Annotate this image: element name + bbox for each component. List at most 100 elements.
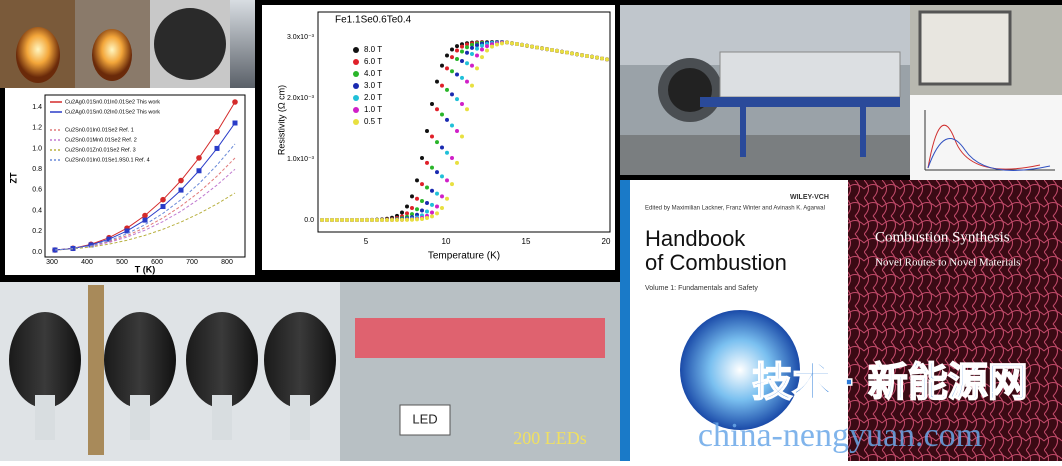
curve-marker (395, 218, 399, 222)
x-tick-label: 10 (442, 237, 451, 246)
curve-marker (445, 118, 449, 122)
curve-marker (465, 107, 469, 111)
curve-marker (450, 182, 454, 186)
curve-marker (430, 102, 434, 106)
legend-label: 0.5 T (364, 117, 382, 126)
curve-marker (430, 203, 434, 207)
y-tick-label: 0.4 (32, 207, 42, 214)
curve-marker (380, 218, 384, 222)
curve-marker (470, 52, 474, 56)
curve-marker (375, 218, 379, 222)
rho-title: Fe1.1Se0.6Te0.4 (335, 15, 412, 26)
curve-marker (470, 46, 474, 50)
curve-marker (430, 211, 434, 215)
curve-marker (460, 102, 464, 106)
curve-marker (450, 92, 454, 96)
curve-marker (560, 50, 564, 54)
curve-marker (440, 113, 444, 117)
curve-marker (460, 76, 464, 80)
curve-marker (450, 55, 454, 59)
rho-x-label: Temperature (K) (428, 251, 500, 262)
curve-marker (445, 88, 449, 92)
curve-marker (445, 66, 449, 70)
curve-marker (600, 56, 604, 60)
curve-marker (420, 208, 424, 212)
rho-chart-bg (262, 5, 615, 270)
legend-marker (353, 47, 359, 53)
curve-marker (445, 151, 449, 155)
curve-marker (400, 218, 404, 222)
curve-marker (545, 47, 549, 51)
curve-marker (450, 123, 454, 127)
curve-marker (475, 43, 479, 47)
x-tick-label: 500 (116, 259, 128, 266)
curve-marker (435, 192, 439, 196)
curve-marker (555, 49, 559, 53)
book-editors: Edited by Maximilian Lackner, Franz Wint… (645, 206, 825, 212)
curve-marker (410, 218, 414, 222)
curve-marker (440, 84, 444, 88)
curve-marker (455, 161, 459, 165)
curve-marker (405, 204, 409, 208)
curve-marker (540, 46, 544, 50)
led-sign: LED (412, 411, 437, 426)
curve-marker (575, 52, 579, 56)
curve-marker (415, 197, 419, 201)
curve-marker (440, 206, 444, 210)
legend-marker (353, 83, 359, 89)
legend-marker (353, 119, 359, 125)
curve-marker (355, 218, 359, 222)
legend-label: Cu2Ag0.01Sn0.02In0.01Se2 This work (65, 109, 160, 115)
curve-marker (410, 194, 414, 198)
curve-marker (345, 218, 349, 222)
legend-label: Cu2Ag0.01Sn0.01In0.01Se2 This work (65, 99, 160, 105)
curve-marker (415, 217, 419, 221)
curve-marker (455, 72, 459, 76)
photo-small-chart (910, 95, 1062, 180)
legend-marker (353, 107, 359, 113)
curve-marker (330, 218, 334, 222)
curve-marker (360, 218, 364, 222)
photo-dish (910, 5, 1062, 95)
legend-label: 2.0 T (364, 93, 382, 102)
legend-label: 1.0 T (364, 105, 382, 114)
curve-marker (550, 48, 554, 52)
curve-marker (485, 48, 489, 52)
curve-marker (470, 84, 474, 88)
curve-marker (445, 54, 449, 58)
curve-marker (455, 57, 459, 61)
y-tick-label: 0.2 (32, 228, 42, 235)
curve-marker (585, 54, 589, 58)
y-tick-label: 1.4 (32, 104, 42, 111)
watermark-url: china-nengyuan.com (698, 417, 982, 454)
curve-marker (425, 216, 429, 220)
curve-marker (430, 189, 434, 193)
curve-marker (590, 55, 594, 59)
legend-label: 3.0 T (364, 81, 382, 90)
zt-chart-bg (5, 88, 255, 275)
curve-marker (450, 69, 454, 73)
y-tick-label: 0.6 (32, 187, 42, 194)
curve-marker (455, 97, 459, 101)
y-tick-label: 0.8 (32, 166, 42, 173)
legend-label: 8.0 T (364, 45, 382, 54)
curve-marker (570, 51, 574, 55)
curve-marker (475, 54, 479, 58)
curve-marker (400, 211, 404, 215)
curve-marker (465, 45, 469, 49)
curve-marker (405, 218, 409, 222)
book-synthesis-subtitle: Novel Routes to Novel Materials (875, 257, 1020, 269)
y-tick-label: 0.0 (304, 217, 314, 224)
curve-marker (415, 207, 419, 211)
x-tick-label: 300 (46, 259, 58, 266)
zt-x-label: T (K) (135, 264, 156, 274)
x-tick-label: 400 (81, 259, 93, 266)
curve-marker (435, 170, 439, 174)
legend-label: Cu2Sn0.01Mn0.01Se2 Ref. 2 (65, 137, 137, 143)
y-tick-label: 1.0x10⁻³ (287, 156, 315, 163)
curve-marker (465, 51, 469, 55)
curve-marker (435, 211, 439, 215)
curve-marker (410, 206, 414, 210)
curve-marker (475, 47, 479, 51)
curve-marker (450, 156, 454, 160)
